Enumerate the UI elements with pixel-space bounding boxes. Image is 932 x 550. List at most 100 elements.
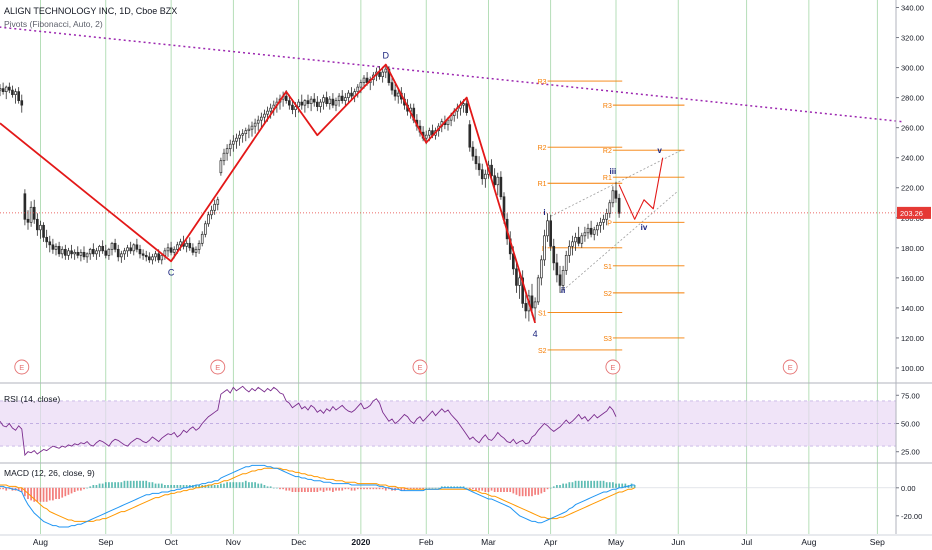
macd-histogram-bar	[95, 485, 98, 488]
earnings-marker-label: E	[788, 363, 793, 372]
candle-body	[465, 103, 468, 113]
price-tick-label: 180.00	[901, 244, 924, 253]
macd-histogram-bar	[285, 487, 288, 491]
macd-histogram-bar	[363, 487, 365, 490]
earnings-marker[interactable]	[14, 359, 30, 375]
macd-histogram-bar	[416, 487, 418, 490]
macd-histogram-bar	[419, 487, 421, 490]
wave-projection-path	[618, 157, 664, 220]
macd-histogram-bar	[332, 487, 334, 492]
last-price-tag	[897, 206, 931, 219]
candle-body	[331, 98, 335, 106]
candle-body	[272, 104, 276, 109]
macd-histogram-bar	[534, 487, 536, 495]
macd-histogram-bar	[509, 487, 512, 492]
macd-histogram-bar	[223, 483, 225, 488]
candle-body	[88, 248, 92, 255]
macd-histogram-bar	[83, 487, 85, 490]
candle-body	[172, 248, 176, 253]
macd-histogram-bar	[618, 483, 620, 488]
macd-histogram-bar	[232, 482, 235, 488]
macd-histogram-bar	[465, 487, 468, 489]
price-tick-label: 300.00	[901, 64, 924, 73]
macd-histogram-bar	[111, 482, 113, 488]
rsi-pane[interactable]	[0, 385, 896, 457]
macd-histogram-bar	[630, 483, 633, 488]
macd-histogram-bar	[173, 485, 176, 488]
candle-body	[1, 88, 5, 92]
candle-body	[191, 247, 195, 253]
candle-body	[151, 256, 154, 261]
candle-body	[197, 242, 201, 250]
candle-body	[228, 143, 232, 150]
earnings-marker[interactable]	[782, 359, 798, 375]
macd-histogram-bar	[310, 487, 312, 492]
macd-histogram-bar	[624, 483, 627, 488]
earnings-marker[interactable]	[412, 359, 428, 375]
candle-body	[51, 244, 55, 250]
macd-histogram-bar	[313, 487, 316, 492]
macd-histogram-bar	[388, 487, 390, 490]
macd-histogram-bar	[52, 487, 54, 501]
macd-histogram-bar	[235, 482, 238, 488]
macd-histogram-bar	[55, 487, 57, 499]
earnings-marker[interactable]	[605, 359, 621, 375]
candle-body	[474, 155, 478, 165]
candle-body	[101, 245, 104, 252]
macd-histogram-bar	[33, 487, 36, 502]
macd-histogram-bar	[248, 482, 250, 488]
macd-histogram-bar	[437, 487, 440, 489]
candle-body	[225, 148, 229, 154]
candle-body	[574, 236, 577, 243]
pivot-level-label: S3	[603, 336, 612, 343]
earnings-marker-label: E	[215, 363, 220, 372]
candle-body	[166, 247, 170, 252]
rsi-tick-label: 50.00	[901, 420, 920, 429]
candle-body	[98, 245, 101, 252]
macd-histogram-bar	[462, 486, 465, 488]
earnings-marker-label: E	[19, 363, 24, 372]
macd-histogram-bar	[562, 483, 564, 488]
macd-pane[interactable]	[0, 464, 896, 528]
macd-histogram-bar	[612, 482, 614, 488]
macd-histogram-bar	[478, 487, 480, 491]
candle-body	[297, 101, 300, 107]
macd-histogram-bar	[503, 487, 505, 492]
macd-tick-label: 0.00	[901, 484, 916, 493]
macd-histogram-bar	[61, 487, 64, 498]
earnings-marker[interactable]	[210, 359, 226, 375]
macd-histogram-bar	[434, 487, 437, 489]
macd-histogram-bar	[198, 485, 200, 488]
time-tick-label: Sep	[870, 537, 885, 547]
candle-body	[266, 110, 269, 115]
pane-separators	[0, 382, 932, 464]
macd-histogram-bar	[335, 487, 337, 491]
macd-histogram-bar	[468, 487, 471, 490]
candle-body	[577, 236, 580, 244]
candle-body	[250, 125, 254, 130]
candle-body	[316, 101, 319, 107]
candle-body	[477, 163, 481, 171]
sub-wave-label: iv	[641, 223, 648, 232]
macd-histogram-bar	[571, 482, 574, 488]
macd-histogram-bar	[154, 483, 157, 488]
macd-histogram-bar	[577, 480, 580, 488]
macd-histogram-bar	[472, 487, 474, 490]
candle-body	[303, 100, 307, 106]
price-axis[interactable]: 100.00120.00140.00160.00180.00200.00220.…	[0, 0, 931, 534]
price-tick-label: 320.00	[901, 34, 924, 43]
macd-histogram-bar	[366, 487, 368, 490]
time-tick-label: Feb	[419, 537, 434, 547]
time-axis[interactable]: Aug Sep Oct Nov Dec 2020 Feb Mar Apr May Jun Jul Aug…	[0, 534, 932, 547]
candle-body	[571, 241, 574, 247]
macd-histogram-bar	[210, 485, 213, 488]
candle-body	[235, 137, 238, 142]
candle-body	[260, 116, 263, 121]
candle-body	[446, 119, 450, 126]
candle-body	[552, 245, 556, 264]
candle-body	[36, 218, 39, 231]
macd-histogram-bar	[350, 487, 353, 491]
macd-histogram-bar	[453, 486, 456, 488]
